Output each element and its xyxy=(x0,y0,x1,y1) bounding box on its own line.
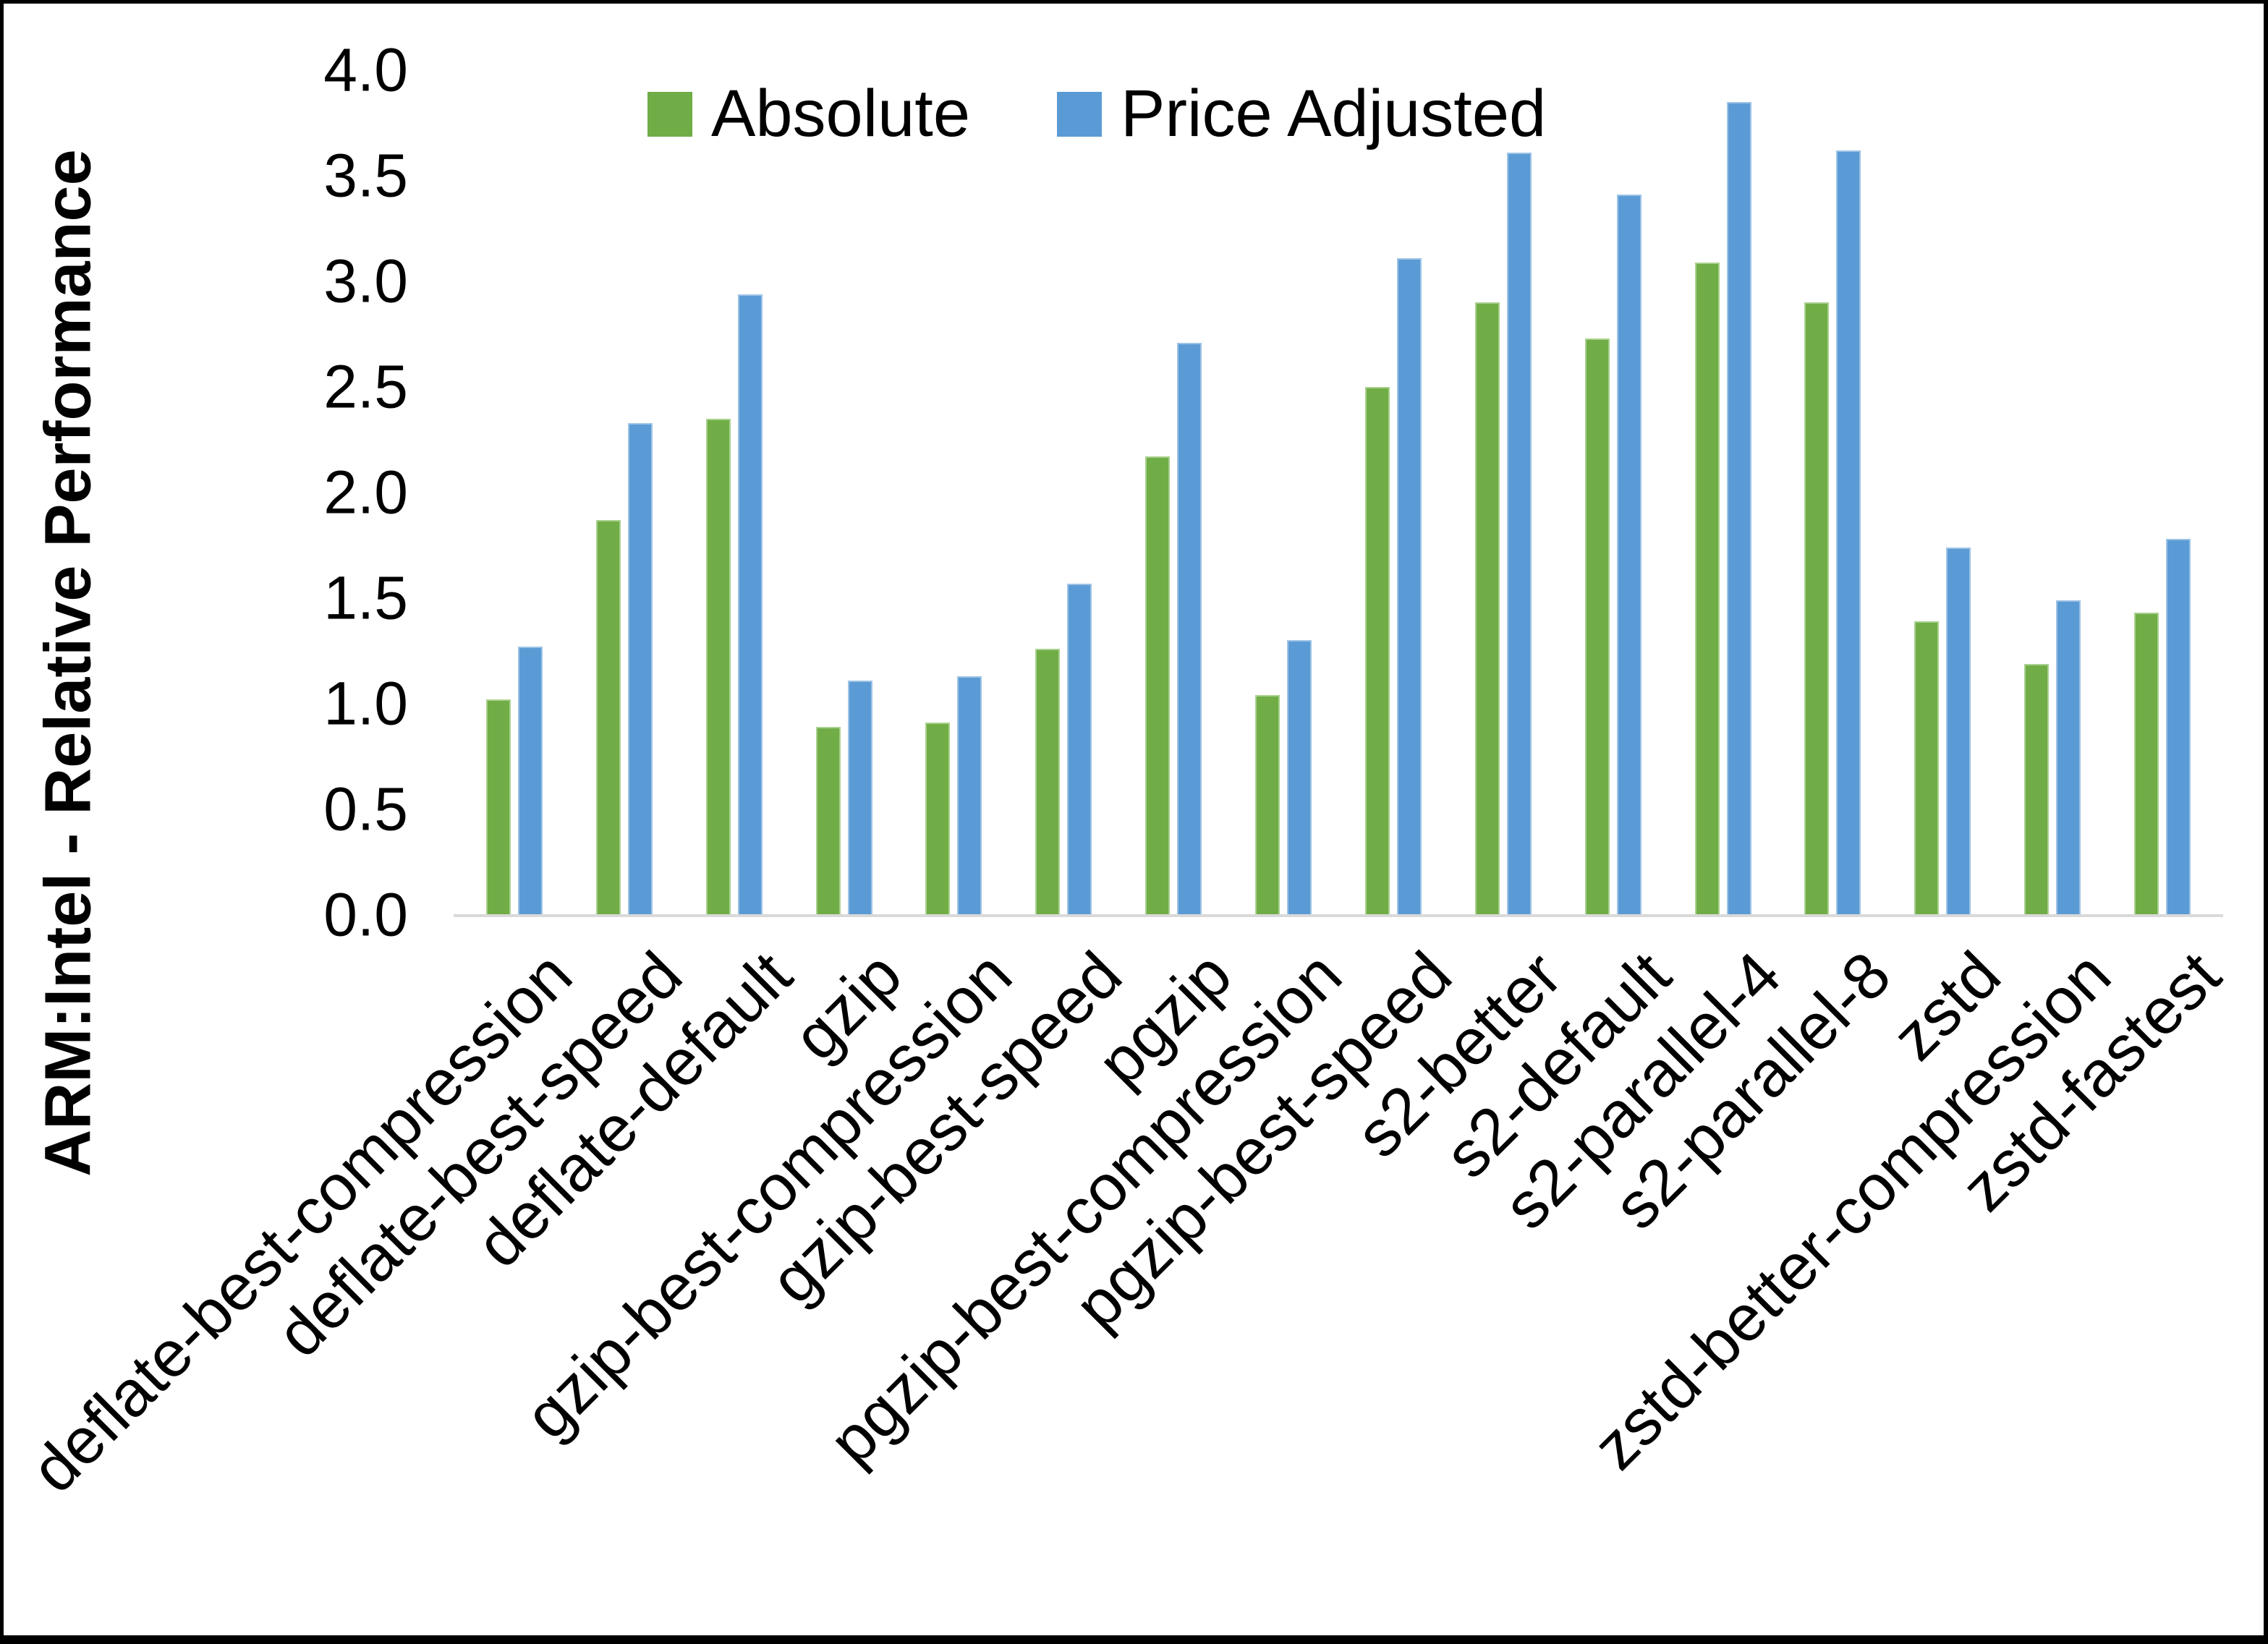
bar-absolute-pgzip xyxy=(1145,456,1171,915)
bar-absolute-s2-default xyxy=(1584,338,1610,915)
x-axis-line xyxy=(454,914,2223,917)
bar-price-gzip-best-speed xyxy=(1067,584,1092,915)
bar-absolute-zstd-fastest xyxy=(2134,613,2159,915)
bar-price-deflate-best-compression xyxy=(517,647,543,915)
bar-group-s2-default xyxy=(1584,70,1641,915)
bar-group-zstd xyxy=(1914,70,1971,915)
legend: Absolute Price Adjusted xyxy=(647,76,1546,152)
bar-group-pgzip-best-compression xyxy=(1255,70,1312,915)
bar-group-s2-better xyxy=(1474,70,1532,915)
bar-group-gzip-best-speed xyxy=(1035,70,1092,915)
y-tick-label-3.0: 3.0 xyxy=(323,247,408,315)
bar-price-zstd-fastest xyxy=(2166,539,2191,915)
bar-group-zstd-fastest xyxy=(2134,70,2191,915)
bar-group-s2-parallel-8 xyxy=(1804,70,1861,915)
bar-price-s2-better xyxy=(1506,153,1532,915)
bar-price-s2-default xyxy=(1616,195,1641,915)
y-tick-label-0.5: 0.5 xyxy=(323,775,408,843)
bar-group-gzip xyxy=(815,70,872,915)
bar-group-deflate-best-speed xyxy=(595,70,653,915)
y-tick-label-2.5: 2.5 xyxy=(323,352,408,421)
bar-absolute-pgzip-best-speed xyxy=(1364,387,1390,915)
bar-absolute-s2-parallel-8 xyxy=(1804,302,1830,915)
bar-group-gzip-best-compression xyxy=(925,70,982,915)
y-tick-label-3.5: 3.5 xyxy=(323,141,408,210)
legend-swatch-price-adjusted-icon xyxy=(1057,91,1103,137)
y-tick-label-0.0: 0.0 xyxy=(323,880,408,949)
bar-price-gzip xyxy=(847,681,872,915)
bar-group-s2-parallel-4 xyxy=(1694,70,1751,915)
plot-area xyxy=(454,70,2223,917)
bar-group-deflate-best-compression xyxy=(485,70,543,915)
y-tick-label-2.0: 2.0 xyxy=(323,458,408,527)
bar-absolute-deflate-best-speed xyxy=(595,520,621,915)
bar-absolute-s2-parallel-4 xyxy=(1694,263,1720,915)
y-tick-label-1.5: 1.5 xyxy=(323,563,408,632)
bar-price-zstd xyxy=(1946,548,1971,915)
bar-absolute-s2-better xyxy=(1474,302,1500,915)
bar-absolute-gzip xyxy=(815,727,841,915)
legend-label-absolute: Absolute xyxy=(711,77,971,150)
bar-price-pgzip-best-compression xyxy=(1287,640,1312,915)
bar-absolute-gzip-best-compression xyxy=(925,723,951,915)
legend-item-absolute: Absolute xyxy=(647,76,970,152)
bar-price-s2-parallel-8 xyxy=(1836,150,1861,915)
bar-group-deflate-default xyxy=(705,70,763,915)
bar-groups xyxy=(459,70,2217,915)
bar-absolute-deflate-best-compression xyxy=(485,699,511,915)
legend-item-price-adjusted: Price Adjusted xyxy=(1057,76,1546,152)
bar-price-gzip-best-compression xyxy=(957,676,982,915)
bar-price-pgzip xyxy=(1177,343,1202,915)
legend-swatch-absolute-icon xyxy=(647,91,692,137)
bar-price-pgzip-best-speed xyxy=(1396,258,1422,915)
bar-group-zstd-better-compression xyxy=(2024,70,2081,915)
bar-absolute-pgzip-best-compression xyxy=(1255,695,1280,915)
bar-price-deflate-default xyxy=(737,294,763,915)
bar-group-pgzip-best-speed xyxy=(1364,70,1422,915)
legend-label-price-adjusted: Price Adjusted xyxy=(1121,77,1547,150)
bar-group-pgzip xyxy=(1145,70,1202,915)
y-tick-label-1.0: 1.0 xyxy=(323,669,408,738)
bar-absolute-deflate-default xyxy=(705,419,731,915)
bar-absolute-zstd-better-compression xyxy=(2024,664,2050,915)
bar-absolute-zstd xyxy=(1914,621,1940,915)
bar-price-deflate-best-speed xyxy=(627,423,653,915)
y-axis-title: ARM:Intel - Relative Performance xyxy=(32,149,105,1177)
bar-price-zstd-better-compression xyxy=(2056,600,2081,915)
bar-absolute-gzip-best-speed xyxy=(1035,649,1061,915)
y-tick-label-4.0: 4.0 xyxy=(323,35,408,104)
bar-price-s2-parallel-4 xyxy=(1726,102,1751,915)
